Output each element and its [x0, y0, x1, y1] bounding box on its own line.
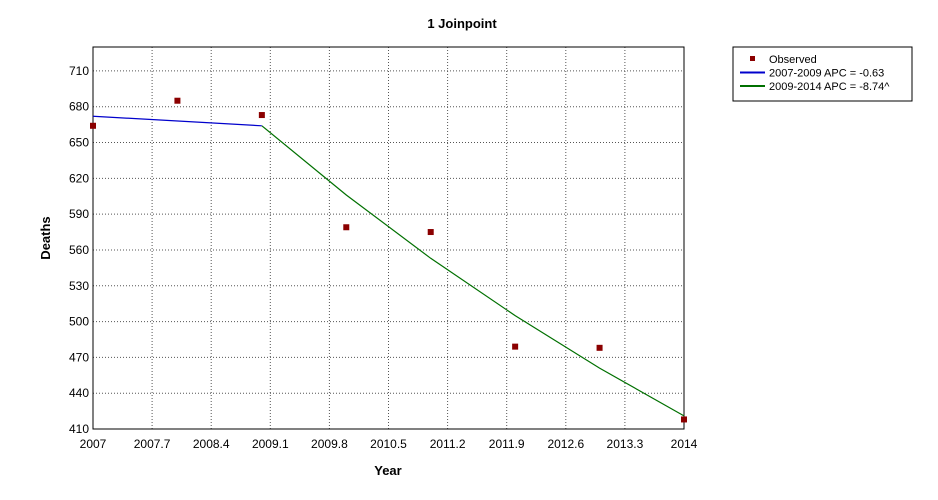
x-tick-label: 2011.9: [489, 437, 525, 451]
x-tick-label: 2009.1: [252, 437, 289, 451]
trend-line-2009-2014: [261, 125, 685, 417]
y-tick-label: 440: [69, 386, 89, 400]
plot-frame: [92, 46, 685, 430]
tick-labels: 2007 2007.7 2008.4 2009.1 2009.8 2010.5 2011.2…: [69, 64, 698, 451]
y-tick-label: 500: [69, 315, 89, 329]
y-tick-label: 650: [69, 136, 89, 150]
chart-title: 1 Joinpoint: [427, 16, 497, 31]
x-tick-label: 2010.5: [370, 437, 407, 451]
legend-label: 2009-2014 APC = -8.74^: [769, 81, 890, 93]
observed-point: [596, 344, 603, 351]
x-tick-label: 2014: [671, 437, 698, 451]
legend-label: Observed: [769, 54, 817, 66]
observed-point: [90, 122, 96, 129]
y-tick-label: 620: [69, 171, 89, 185]
x-tick-label: 2011.2: [430, 437, 466, 451]
x-tick-label: 2013.3: [607, 437, 644, 451]
observed-point: [427, 229, 434, 236]
series-layer: [90, 97, 687, 423]
legend-box: [732, 46, 913, 102]
y-tick-label: 530: [69, 279, 89, 293]
x-tick-label: 2012.6: [547, 437, 584, 451]
x-tick-label: 2007: [80, 437, 107, 451]
legend-marker-observed: [750, 56, 755, 61]
observed-point: [258, 112, 265, 119]
legend-label: 2007-2009 APC = -0.63: [769, 68, 884, 80]
y-tick-label: 410: [69, 422, 89, 436]
y-tick-label: 590: [69, 207, 89, 221]
x-tick-label: 2007.7: [134, 437, 171, 451]
y-axis-title: Deaths: [38, 216, 53, 259]
y-tick-label: 680: [69, 100, 89, 114]
observed-point: [343, 224, 350, 231]
x-tick-label: 2009.8: [311, 437, 348, 451]
x-tick-label: 2008.4: [193, 437, 230, 451]
x-axis-title: Year: [374, 463, 401, 478]
trend-line-2007-2009: [92, 115, 262, 127]
observed-point: [174, 97, 181, 104]
y-tick-label: 470: [69, 350, 89, 364]
observed-point: [512, 343, 519, 350]
y-tick-label: 710: [69, 64, 89, 78]
grid-layer: [93, 47, 684, 429]
y-tick-label: 560: [69, 243, 89, 257]
observed-point: [681, 416, 687, 423]
